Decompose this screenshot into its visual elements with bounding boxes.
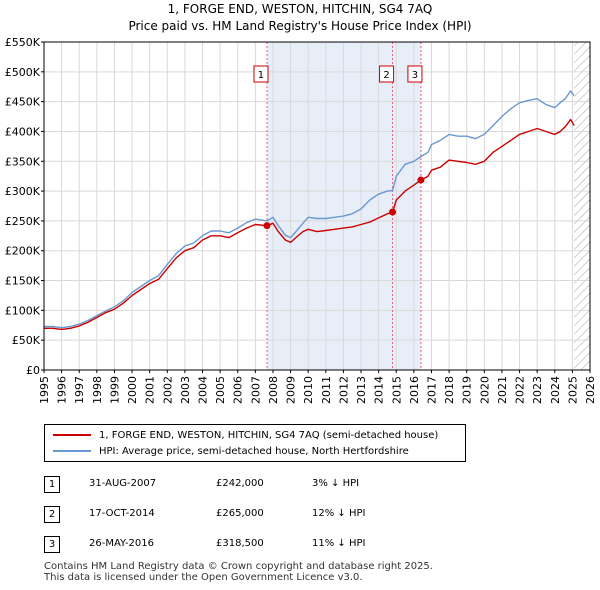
x-tick-label: 2001: [144, 376, 157, 404]
table-row: 2 17-OCT-2014 £265,000 12% ↓ HPI: [44, 506, 564, 523]
x-tick-label: 2016: [408, 376, 421, 404]
sale-point: [263, 222, 271, 230]
x-tick-label: 2002: [161, 376, 174, 404]
y-tick-label: £450K: [5, 96, 41, 109]
legend-label-price-paid: 1, FORGE END, WESTON, HITCHIN, SG4 7AQ (…: [99, 429, 439, 441]
x-tick-label: 2003: [179, 376, 192, 404]
legend-item-hpi: HPI: Average price, semi-detached house,…: [45, 443, 409, 459]
y-tick-label: £350K: [5, 155, 41, 168]
x-tick-label: 2019: [461, 376, 474, 404]
price-paid-line: [44, 118, 575, 331]
x-tick-label: 2005: [214, 376, 227, 404]
sale-point: [417, 176, 425, 184]
x-tick-label: 2006: [232, 376, 245, 404]
transaction-number-badge: 1: [44, 476, 60, 493]
x-tick-label: 2022: [514, 376, 527, 404]
transaction-hpi-diff: 11% ↓ HPI: [312, 538, 366, 549]
x-tick-label: 2012: [337, 376, 350, 404]
transaction-number-badge: 2: [44, 506, 60, 523]
y-tick-label: £300K: [5, 185, 41, 198]
x-tick-label: 2011: [320, 376, 333, 404]
x-tick-label: 2026: [584, 376, 597, 404]
x-tick-label: 2013: [355, 376, 368, 404]
hpi-line: [44, 90, 575, 329]
transaction-date: 31-AUG-2007: [89, 478, 157, 489]
legend-label-hpi: HPI: Average price, semi-detached house,…: [99, 445, 409, 457]
sale-point: [389, 208, 397, 216]
legend: 1, FORGE END, WESTON, HITCHIN, SG4 7AQ (…: [44, 424, 466, 462]
legend-item-price-paid: 1, FORGE END, WESTON, HITCHIN, SG4 7AQ (…: [45, 427, 438, 443]
x-tick-label: 1999: [108, 376, 121, 404]
x-tick-label: 2017: [425, 376, 438, 404]
y-tick-label: £200K: [5, 245, 41, 258]
transaction-badge-label: 2: [383, 70, 389, 81]
transaction-badge: [379, 65, 395, 83]
x-tick-label: 2021: [496, 376, 509, 404]
transaction-badge-label: 1: [258, 70, 264, 81]
transaction-date: 17-OCT-2014: [89, 508, 155, 519]
y-tick-label: £550K: [5, 36, 41, 49]
transaction-price: £265,000: [216, 508, 264, 519]
x-tick-label: 2004: [197, 376, 210, 404]
y-tick-label: £500K: [5, 66, 41, 79]
x-tick-label: 2020: [478, 376, 491, 404]
y-tick-label: £100K: [5, 304, 41, 317]
hatched-region: [574, 42, 590, 370]
y-tick-label: £50K: [12, 334, 41, 347]
legend-swatch-hpi: [53, 450, 91, 452]
shaded-period: [266, 42, 421, 370]
x-tick-label: 2025: [566, 376, 579, 404]
x-tick-label: 2024: [549, 376, 562, 404]
x-tick-label: 2018: [443, 376, 456, 404]
y-tick-label: £250K: [5, 215, 41, 228]
transaction-badge: [407, 65, 423, 83]
plot-frame: [43, 41, 591, 371]
x-tick-label: 2023: [531, 376, 544, 404]
footer-copyright: Contains HM Land Registry data © Crown c…: [44, 561, 433, 572]
x-tick-label: 1997: [73, 376, 86, 404]
transaction-price: £318,500: [216, 538, 264, 549]
x-tick-label: 1996: [56, 376, 69, 404]
transaction-date: 26-MAY-2016: [89, 538, 155, 549]
x-tick-label: 2009: [285, 376, 298, 404]
x-tick-label: 2015: [390, 376, 403, 404]
x-tick-label: 2010: [302, 376, 315, 404]
y-tick-label: £150K: [5, 275, 41, 288]
transaction-hpi-diff: 12% ↓ HPI: [312, 508, 366, 519]
transaction-hpi-diff: 3% ↓ HPI: [312, 478, 360, 489]
transaction-badge: [253, 65, 269, 83]
price-chart: 1 2 3 £0 £50K £100K £150K £200K £250K £300K £350K…: [5, 36, 597, 404]
x-tick-label: 2014: [373, 376, 386, 404]
y-tick-label: £0: [26, 364, 40, 377]
footer-licence: This data is licensed under the Open Gov…: [44, 572, 363, 583]
chart-title: 1, FORGE END, WESTON, HITCHIN, SG4 7AQ: [167, 2, 433, 16]
x-tick-label: 1998: [91, 376, 104, 404]
y-tick-label: £400K: [5, 125, 41, 138]
x-tick-label: 2000: [126, 376, 139, 404]
transaction-price: £242,000: [216, 478, 264, 489]
table-row: 1 31-AUG-2007 £242,000 3% ↓ HPI: [44, 476, 564, 493]
chart-subtitle: Price paid vs. HM Land Registry's House …: [128, 19, 472, 33]
transaction-badge-label: 3: [412, 70, 418, 81]
x-tick-label: 2008: [267, 376, 280, 404]
table-row: 3 26-MAY-2016 £318,500 11% ↓ HPI: [44, 536, 564, 553]
footer: Contains HM Land Registry data © Crown c…: [44, 561, 433, 583]
x-tick-label: 1995: [38, 376, 51, 404]
legend-swatch-price-paid: [53, 434, 91, 436]
transaction-number-badge: 3: [44, 536, 60, 553]
x-tick-label: 2007: [249, 376, 262, 404]
